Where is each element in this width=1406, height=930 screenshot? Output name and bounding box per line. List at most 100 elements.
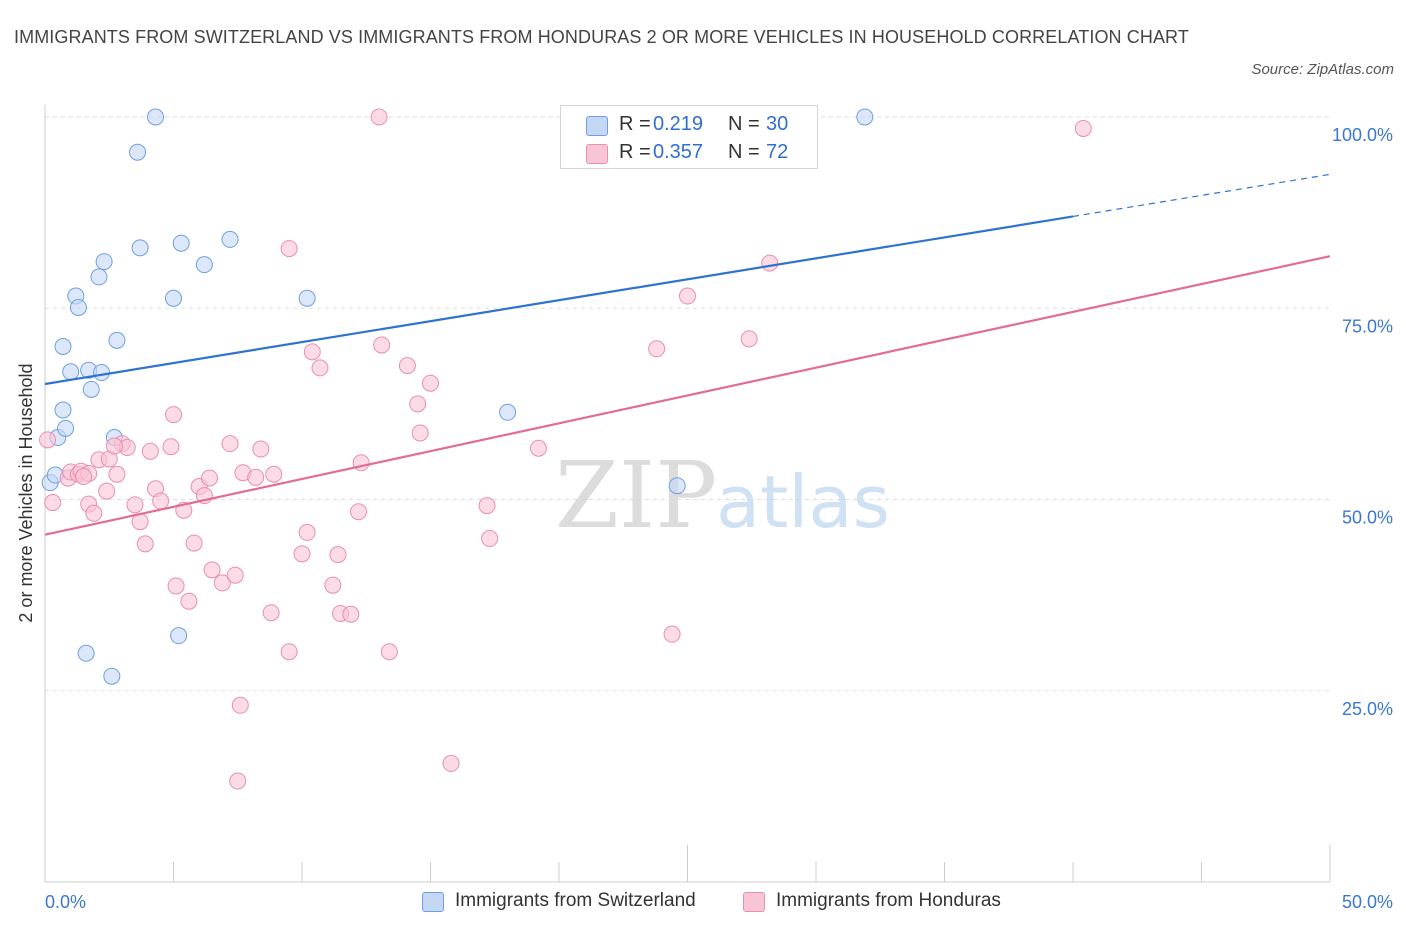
honduras-point <box>252 440 270 458</box>
honduras-point <box>481 530 499 548</box>
n-label: N = <box>728 113 760 135</box>
honduras-point <box>162 438 180 456</box>
switzerland-point <box>131 239 149 257</box>
switzerland-point <box>147 108 165 126</box>
switzerland-point <box>69 298 87 316</box>
switzerland-point <box>54 338 72 355</box>
x-tick-label-max: 50.0% <box>1342 892 1393 912</box>
watermark-zip: ZIP <box>555 442 717 549</box>
honduras-point <box>529 439 547 457</box>
r-value-switzerland: 0.219 <box>653 113 704 135</box>
r-value-honduras: 0.357 <box>653 141 704 163</box>
honduras-point <box>409 395 427 413</box>
switzerland-point <box>165 289 182 307</box>
switzerland-trendline <box>44 215 1074 386</box>
x-tick-label-min: 0.0% <box>45 892 86 912</box>
y-tick-label: 100.0% <box>1332 125 1393 145</box>
n-label: N = <box>728 141 760 163</box>
honduras-point <box>280 240 298 258</box>
honduras-point <box>152 492 170 510</box>
watermark: ZIP atlas <box>555 442 890 549</box>
honduras-point <box>203 561 221 579</box>
honduras-point <box>280 643 298 661</box>
honduras-point <box>398 357 416 375</box>
honduras-point <box>98 482 116 500</box>
honduras-point <box>265 465 283 483</box>
n-value-switzerland: 30 <box>766 113 789 135</box>
switzerland-point <box>856 108 874 126</box>
honduras-point <box>298 523 316 541</box>
honduras-point <box>213 574 231 592</box>
honduras-point <box>303 343 321 361</box>
switzerland-point <box>103 667 121 685</box>
n-value-honduras: 72 <box>766 141 789 163</box>
switzerland-point <box>93 364 111 382</box>
watermark-atlas: atlas <box>716 460 890 544</box>
grid-layer <box>45 116 1330 692</box>
honduras-point <box>221 435 239 453</box>
honduras-point <box>1074 119 1092 137</box>
y-tick-label: 75.0% <box>1342 316 1393 336</box>
honduras-point <box>185 534 203 552</box>
honduras-point <box>648 340 666 358</box>
honduras-point <box>231 696 249 714</box>
honduras-point <box>85 504 103 522</box>
switzerland-point <box>77 644 95 662</box>
switzerland-trendline-extension <box>1072 173 1331 218</box>
honduras-point <box>370 108 388 126</box>
honduras-point <box>75 468 93 486</box>
switzerland-point <box>172 234 190 252</box>
legend-label-honduras: Immigrants from Honduras <box>776 890 1001 911</box>
switzerland-point <box>499 403 517 421</box>
honduras-point <box>136 535 154 553</box>
honduras-point <box>141 442 159 460</box>
honduras-point <box>39 431 57 449</box>
honduras-trendline <box>44 255 1331 536</box>
r-label: R = <box>619 141 651 163</box>
honduras-point <box>342 605 360 623</box>
honduras-point <box>350 503 368 521</box>
switzerland-point <box>57 419 75 437</box>
r-label: R = <box>619 113 651 135</box>
honduras-point <box>167 577 185 595</box>
stats-box: R = 0.219 N = 30 R = 0.357 N = 72 <box>560 105 818 169</box>
y-axis-label: 2 or more Vehicles in Household <box>16 363 36 622</box>
honduras-point <box>108 465 126 483</box>
honduras-point <box>105 437 123 455</box>
switzerland-point <box>54 401 72 419</box>
honduras-point <box>262 604 280 622</box>
axis-layer: 25.0% 50.0% 75.0% 100.0% <box>44 105 1393 883</box>
honduras-point <box>200 469 218 487</box>
honduras-point <box>329 546 347 564</box>
source-label: Source: ZipAtlas.com <box>1251 61 1394 78</box>
switzerland-point <box>108 331 126 349</box>
honduras-point <box>740 330 758 348</box>
honduras-point <box>229 772 247 790</box>
honduras-point <box>324 576 342 594</box>
honduras-point <box>663 625 681 643</box>
honduras-point <box>380 643 398 661</box>
honduras-point <box>442 754 460 772</box>
honduras-point <box>44 494 62 512</box>
switzerland-point <box>82 380 100 398</box>
switzerland-point <box>195 256 213 274</box>
switzerland-point <box>90 268 108 286</box>
honduras-point <box>293 545 311 563</box>
legend-label-switzerland: Immigrants from Switzerland <box>455 890 696 911</box>
trend-layer <box>44 173 1331 536</box>
switzerland-point <box>62 363 80 381</box>
honduras-point <box>679 287 696 305</box>
switzerland-point <box>298 289 316 307</box>
honduras-point <box>422 374 439 392</box>
switzerland-point <box>95 253 113 271</box>
y-tick-label: 25.0% <box>1342 699 1393 719</box>
swatch-switzerland <box>586 116 608 136</box>
switzerland-point <box>129 143 147 161</box>
honduras-point <box>165 406 182 424</box>
honduras-point <box>226 566 244 584</box>
switzerland-point <box>221 230 239 248</box>
points-layer <box>39 108 1092 790</box>
honduras-point <box>478 497 496 515</box>
honduras-point <box>373 336 391 354</box>
